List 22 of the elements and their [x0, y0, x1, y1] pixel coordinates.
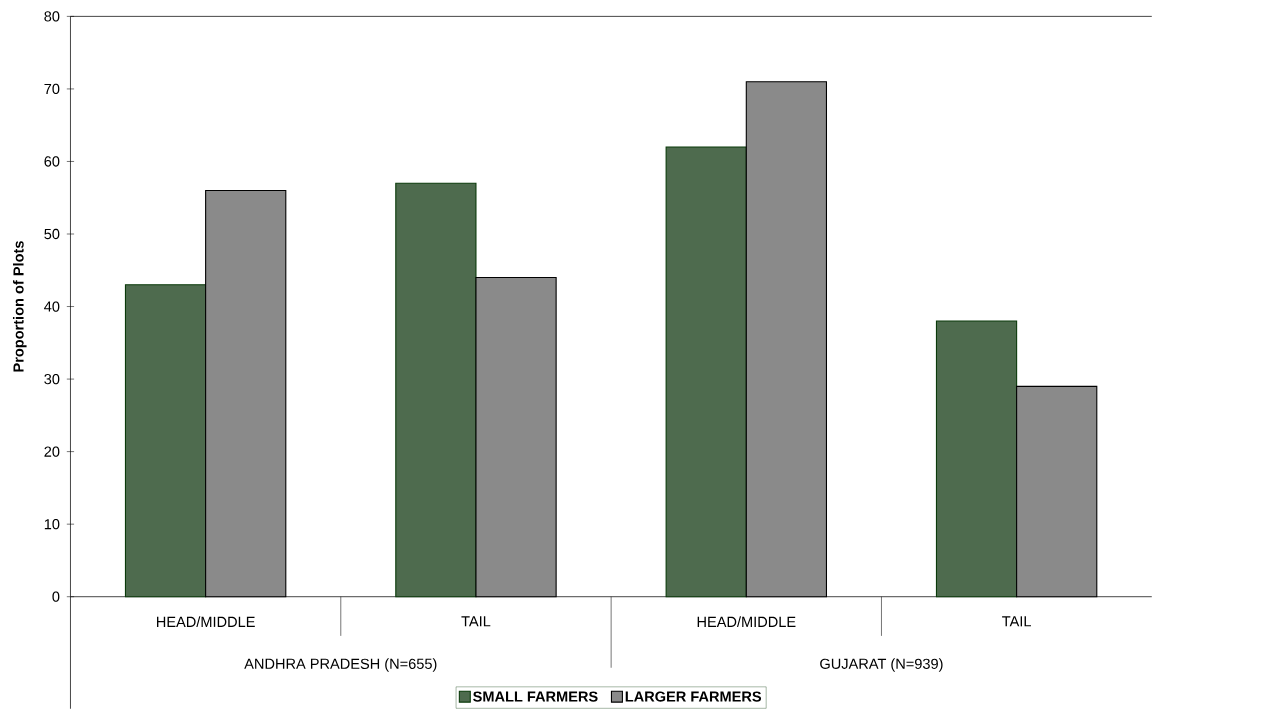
y-tick-label: 0 [52, 591, 60, 602]
y-tick-label: 30 [44, 373, 60, 385]
y-tick-label: 60 [44, 156, 60, 167]
bar [935, 320, 1018, 598]
text: ANDHRA PRADESH (N=655) [244, 658, 437, 672]
legend-label: LARGER FARMERS [625, 691, 762, 702]
y-tick-label: 50 [44, 228, 60, 240]
y-tick-label: 80 [44, 11, 60, 22]
y-tick-label: 20 [44, 446, 60, 457]
y-tick-label: 40 [44, 301, 60, 312]
x-tick-label: HEAD/MIDDLE [697, 616, 796, 628]
bar [124, 284, 207, 598]
y-tick-label: 70 [44, 83, 60, 95]
text: GUJARAT (N=939) [820, 658, 943, 672]
y-tick-label: 10 [44, 518, 60, 530]
legend-label: SMALL FARMERS [473, 691, 598, 702]
x-tick-label: TAIL [461, 616, 491, 627]
bar [395, 182, 477, 598]
x-tick-label: TAIL [1002, 616, 1031, 627]
x-tick-label: HEAD/MIDDLE [157, 616, 255, 628]
y-axis-title: Proportion of Plots [12, 241, 27, 372]
bar [665, 146, 747, 598]
